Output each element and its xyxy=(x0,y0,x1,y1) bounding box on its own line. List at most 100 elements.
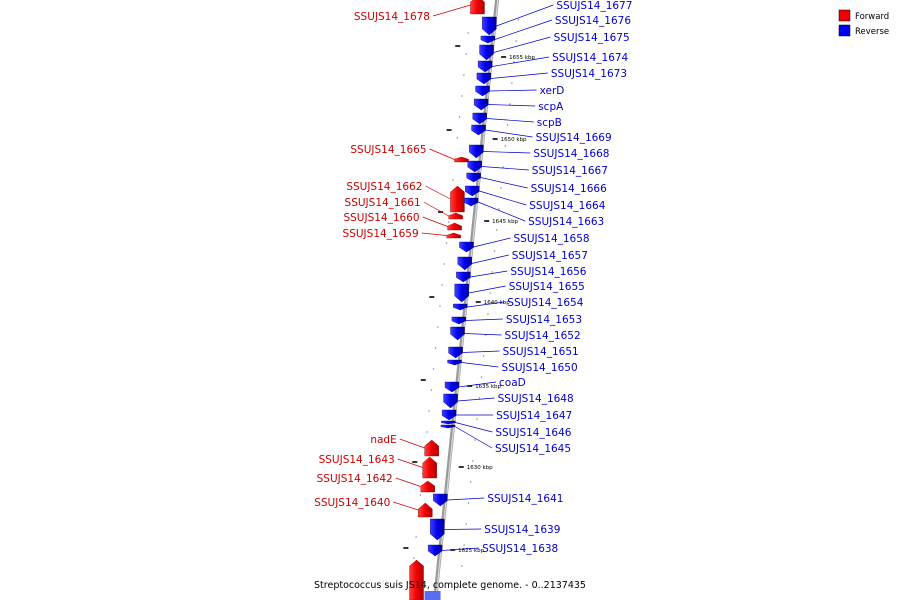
reverse-gene-label[interactable]: SSUJS14_1658 xyxy=(513,233,589,245)
gene-labels: SSUJS14_1678 SSUJS14_1665 SSUJS14_1662 SSUJ… xyxy=(314,0,632,555)
forward-gene-label[interactable]: SSUJS14_1665 xyxy=(350,144,426,156)
reverse-gene[interactable] xyxy=(427,544,443,557)
reverse-gene-label[interactable]: SSUJS14_1675 xyxy=(554,32,630,44)
forward-gene[interactable] xyxy=(454,156,469,163)
reverse-gene-label[interactable]: SSUJS14_1653 xyxy=(506,314,582,326)
reverse-gene[interactable] xyxy=(430,518,445,541)
reverse-gene[interactable] xyxy=(454,283,469,303)
scale-tick-label: 1625 kbp xyxy=(458,548,484,554)
reverse-gene-label[interactable]: SSUJS14_1647 xyxy=(496,410,572,422)
reverse-gene-label[interactable]: SSUJS14_1648 xyxy=(498,393,574,405)
reverse-gene[interactable] xyxy=(441,409,457,421)
forward-gene-label[interactable]: SSUJS14_1662 xyxy=(346,181,422,193)
reverse-gene-label[interactable]: SSUJS14_1677 xyxy=(556,0,632,12)
reverse-gene-connector xyxy=(473,237,511,248)
reverse-gene[interactable] xyxy=(433,493,448,507)
forward-gene[interactable] xyxy=(424,439,439,457)
reverse-gene-connector xyxy=(480,177,528,189)
reverse-gene-connector xyxy=(483,151,531,154)
forward-gene-label[interactable]: SSUJS14_1643 xyxy=(319,454,395,466)
reverse-gene-label[interactable]: SSUJS14_1652 xyxy=(505,330,581,342)
reverse-gene[interactable] xyxy=(448,346,463,359)
reverse-gene-label[interactable]: SSUJS14_1650 xyxy=(502,362,578,374)
reverse-gene[interactable] xyxy=(456,271,471,283)
forward-gene[interactable] xyxy=(420,480,435,493)
reverse-gene-label[interactable]: SSUJS14_1667 xyxy=(532,165,608,177)
forward-gene-label[interactable]: nadE xyxy=(370,434,396,446)
reverse-gene-label[interactable]: SSUJS14_1655 xyxy=(509,281,585,293)
forward-gene-label[interactable]: SSUJS14_1678 xyxy=(354,11,430,23)
reverse-gene-label[interactable]: SSUJS14_1639 xyxy=(484,524,560,536)
reverse-gene-label[interactable]: xerD xyxy=(540,85,565,97)
reverse-gene-connector xyxy=(457,397,495,402)
reverse-gene-label[interactable]: SSUJS14_1641 xyxy=(487,493,563,505)
reverse-gene[interactable] xyxy=(469,144,484,159)
reverse-gene[interactable] xyxy=(466,172,481,183)
forward-gene[interactable] xyxy=(470,0,485,15)
reverse-gene[interactable] xyxy=(475,85,490,97)
reverse-gene-connector xyxy=(444,528,482,530)
reverse-gene[interactable] xyxy=(447,359,462,366)
reverse-gene-connector xyxy=(442,547,480,551)
reverse-gene[interactable] xyxy=(474,98,489,111)
reverse-gene-label[interactable]: SSUJS14_1666 xyxy=(531,183,607,195)
forward-gene[interactable] xyxy=(447,222,462,231)
forward-gene[interactable] xyxy=(446,232,461,239)
forward-gene[interactable] xyxy=(448,212,463,220)
reverse-gene[interactable] xyxy=(459,241,474,253)
reverse-gene-label[interactable]: SSUJS14_1646 xyxy=(495,427,571,439)
reverse-gene-label[interactable]: scpA xyxy=(538,101,564,113)
reverse-gene[interactable] xyxy=(471,124,486,136)
legend-reverse-swatch xyxy=(838,24,851,37)
reverse-gene-label[interactable]: SSUJS14_1645 xyxy=(495,443,571,455)
reverse-gene[interactable] xyxy=(453,303,468,311)
reverse-gene[interactable] xyxy=(441,420,456,425)
reverse-gene-label[interactable]: SSUJS14_1676 xyxy=(555,15,631,27)
reverse-gene-label[interactable]: SSUJS14_1668 xyxy=(533,148,609,160)
reverse-gene[interactable] xyxy=(451,316,467,325)
reverse-gene-label[interactable]: SSUJS14_1669 xyxy=(536,132,612,144)
reverse-gene-label[interactable]: SSUJS14_1663 xyxy=(528,216,604,228)
forward-gene[interactable] xyxy=(450,185,465,213)
forward-gene-label[interactable]: SSUJS14_1661 xyxy=(345,197,421,209)
reverse-gene[interactable] xyxy=(479,44,494,61)
reverse-gene[interactable] xyxy=(463,197,479,207)
reverse-gene[interactable] xyxy=(472,112,487,125)
reverse-gene[interactable] xyxy=(457,256,472,271)
forward-gene-label[interactable]: SSUJS14_1640 xyxy=(314,497,390,509)
reverse-gene[interactable] xyxy=(444,381,460,393)
reverse-gene-label[interactable]: coaD xyxy=(499,377,526,389)
reverse-gene-label[interactable]: SSUJS14_1673 xyxy=(551,68,627,80)
legend: Forward Reverse xyxy=(838,9,889,37)
reverse-gene[interactable] xyxy=(477,60,493,73)
forward-gene-label[interactable]: SSUJS14_1660 xyxy=(343,212,419,224)
forward-gene-label[interactable]: SSUJS14_1642 xyxy=(317,473,393,485)
reverse-gene-label[interactable]: SSUJS14_1664 xyxy=(529,200,605,212)
forward-gene-connector xyxy=(393,501,419,511)
forward-gene[interactable] xyxy=(418,502,433,518)
forward-gene-connector xyxy=(399,438,425,449)
forward-gene[interactable] xyxy=(422,456,437,479)
reverse-gene[interactable] xyxy=(450,326,465,341)
forward-gene-partial[interactable] xyxy=(409,559,424,600)
reverse-gene-label[interactable]: SSUJS14_1656 xyxy=(510,266,586,278)
reverse-gene[interactable] xyxy=(440,424,456,429)
reverse-gene[interactable] xyxy=(465,185,480,197)
reverse-gene[interactable] xyxy=(467,160,483,173)
reverse-gene-label[interactable]: SSUJS14_1654 xyxy=(507,297,583,309)
reverse-gene-label[interactable]: SSUJS14_1657 xyxy=(512,250,588,262)
reverse-gene-label[interactable]: SSUJS14_1651 xyxy=(503,346,579,358)
forward-gene-label[interactable]: SSUJS14_1659 xyxy=(343,228,419,240)
reverse-gene[interactable] xyxy=(480,35,496,44)
reverse-gene-connector xyxy=(496,4,554,27)
reverse-gene[interactable] xyxy=(482,16,497,36)
reverse-gene-label[interactable]: SSUJS14_1638 xyxy=(482,543,558,555)
reverse-gene-connector xyxy=(478,201,526,222)
reverse-gene[interactable] xyxy=(476,72,492,85)
reverse-gene-partial[interactable] xyxy=(424,591,441,600)
reverse-gene-connector xyxy=(471,254,509,264)
reverse-gene-label[interactable]: scpB xyxy=(537,117,562,129)
reverse-gene-label[interactable]: SSUJS14_1674 xyxy=(552,52,628,64)
reverse-gene[interactable] xyxy=(443,393,458,409)
forward-gene-connector xyxy=(425,185,451,200)
